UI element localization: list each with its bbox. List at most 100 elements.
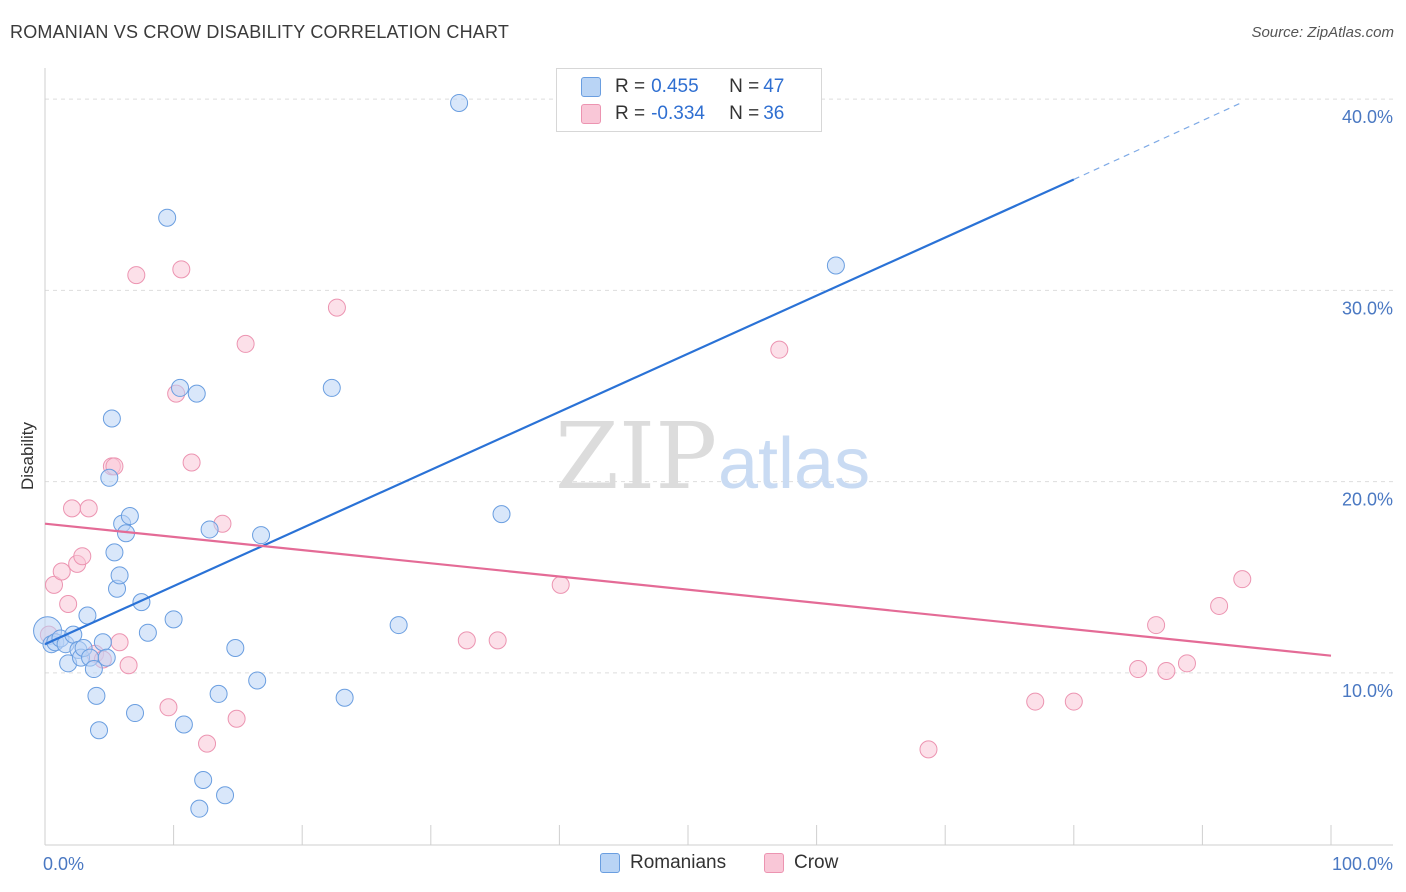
- series-legend: Romanians Crow: [0, 852, 1406, 878]
- romanians-point: [84, 660, 103, 679]
- crow-swatch: [581, 104, 601, 124]
- romanians-point: [389, 616, 408, 635]
- romanians-point: [200, 520, 219, 539]
- crow-trend-line: [44, 522, 1332, 657]
- romanians-point: [216, 786, 235, 805]
- crow-point: [551, 575, 570, 594]
- crow-point: [63, 499, 82, 518]
- romanians-point: [187, 384, 206, 403]
- watermark: ZIP atlas: [555, 403, 870, 510]
- romanians-point: [90, 721, 109, 740]
- y-tick-label: 10.0%: [1342, 681, 1393, 701]
- romanians-point: [335, 688, 354, 707]
- romanians-trend-line: [44, 178, 1075, 646]
- crow-point: [52, 562, 71, 581]
- romanians-point: [102, 409, 121, 428]
- crow-point: [457, 631, 476, 650]
- crow-point: [236, 334, 255, 353]
- romanians-point: [87, 686, 106, 705]
- stats-legend: R = 0.455 N = 47 R = -0.334 N = 36: [556, 68, 822, 132]
- legend-item-crow[interactable]: Crow: [764, 852, 838, 874]
- crow-swatch: [764, 853, 784, 873]
- legend-row-romanians: R = 0.455 N = 47: [581, 74, 784, 100]
- crow-point: [159, 698, 178, 717]
- legend-r-label: R =: [615, 76, 646, 97]
- romanians-point: [93, 633, 112, 652]
- crow-point: [227, 709, 246, 728]
- crow-point: [770, 340, 789, 359]
- crow-point: [110, 633, 129, 652]
- y-tick-labels: 10.0% 20.0% 30.0% 40.0%: [1342, 107, 1393, 701]
- source-label: Source: ZipAtlas.com: [1251, 24, 1394, 41]
- y-tick-label: 30.0%: [1342, 298, 1393, 318]
- legend-r-value: 0.455: [651, 76, 699, 97]
- crow-point: [1177, 654, 1196, 673]
- watermark-zip: ZIP: [555, 403, 717, 510]
- romanians-point: [110, 566, 129, 585]
- romanians-point: [174, 715, 193, 734]
- romanians-point: [252, 526, 271, 545]
- romanians-point: [226, 639, 245, 658]
- legend-n-label: N =: [729, 103, 760, 124]
- crow-point: [1026, 692, 1045, 711]
- romanians-point: [158, 208, 177, 227]
- romanians-point: [126, 704, 145, 723]
- legend-n-label: N =: [729, 76, 760, 97]
- romanians-point: [138, 623, 157, 642]
- y-axis-label: Disability: [18, 421, 37, 490]
- crow-point: [79, 499, 98, 518]
- crow-point: [59, 595, 78, 614]
- romanians-point: [120, 507, 139, 526]
- watermark-atlas: atlas: [718, 424, 870, 504]
- crow-point: [327, 298, 346, 317]
- x-tick-label: 0.0%: [43, 854, 84, 874]
- axes: [44, 68, 1393, 846]
- romanians-point: [171, 378, 190, 397]
- romanians-point: [194, 770, 213, 789]
- crow-point: [182, 453, 201, 472]
- romanians-point: [209, 684, 228, 703]
- romanians-swatch: [600, 853, 620, 873]
- romanians-point: [105, 543, 124, 562]
- trend-lines: [44, 102, 1332, 657]
- crow-point: [919, 740, 938, 759]
- legend-r-value: -0.334: [651, 103, 705, 124]
- crow-point: [1129, 660, 1148, 679]
- romanians-point: [322, 378, 341, 397]
- crow-point: [198, 734, 217, 753]
- romanians-point: [190, 799, 209, 818]
- romanians-point: [492, 505, 511, 524]
- y-tick-label: 20.0%: [1342, 490, 1393, 510]
- romanians-point: [97, 648, 116, 667]
- crow-point: [1157, 661, 1176, 680]
- crow-point: [1064, 692, 1083, 711]
- legend-label-crow: Crow: [794, 852, 839, 873]
- romanians-swatch: [581, 77, 601, 97]
- crow-point: [73, 547, 92, 566]
- crow-point: [172, 260, 191, 279]
- crow-point: [119, 656, 138, 675]
- crow-point: [1147, 616, 1166, 635]
- crow-point: [488, 631, 507, 650]
- legend-row-crow: R = -0.334 N = 36: [581, 101, 784, 127]
- crow-point: [127, 266, 146, 285]
- crow-point: [1233, 570, 1252, 589]
- gridlines: [45, 98, 1393, 674]
- legend-label-romanians: Romanians: [630, 852, 727, 873]
- romanians-point: [826, 256, 845, 275]
- legend-item-romanians[interactable]: Romanians: [600, 852, 726, 874]
- romanians-point: [248, 671, 267, 690]
- romanians-point: [164, 610, 183, 629]
- romanians-point: [100, 468, 119, 487]
- chart-title: ROMANIAN VS CROW DISABILITY CORRELATION …: [10, 22, 510, 42]
- x-tick-label: 100.0%: [1332, 854, 1393, 874]
- romanians-trend-extension: [1073, 102, 1242, 180]
- romanians-point: [450, 93, 469, 112]
- crow-point: [1210, 596, 1229, 615]
- x-tick-labels: 0.0% 100.0%: [43, 854, 1393, 874]
- legend-n-value: 36: [763, 103, 785, 124]
- crow-point: [45, 575, 64, 594]
- legend-r-label: R =: [615, 103, 646, 124]
- legend-n-value: 47: [763, 76, 785, 97]
